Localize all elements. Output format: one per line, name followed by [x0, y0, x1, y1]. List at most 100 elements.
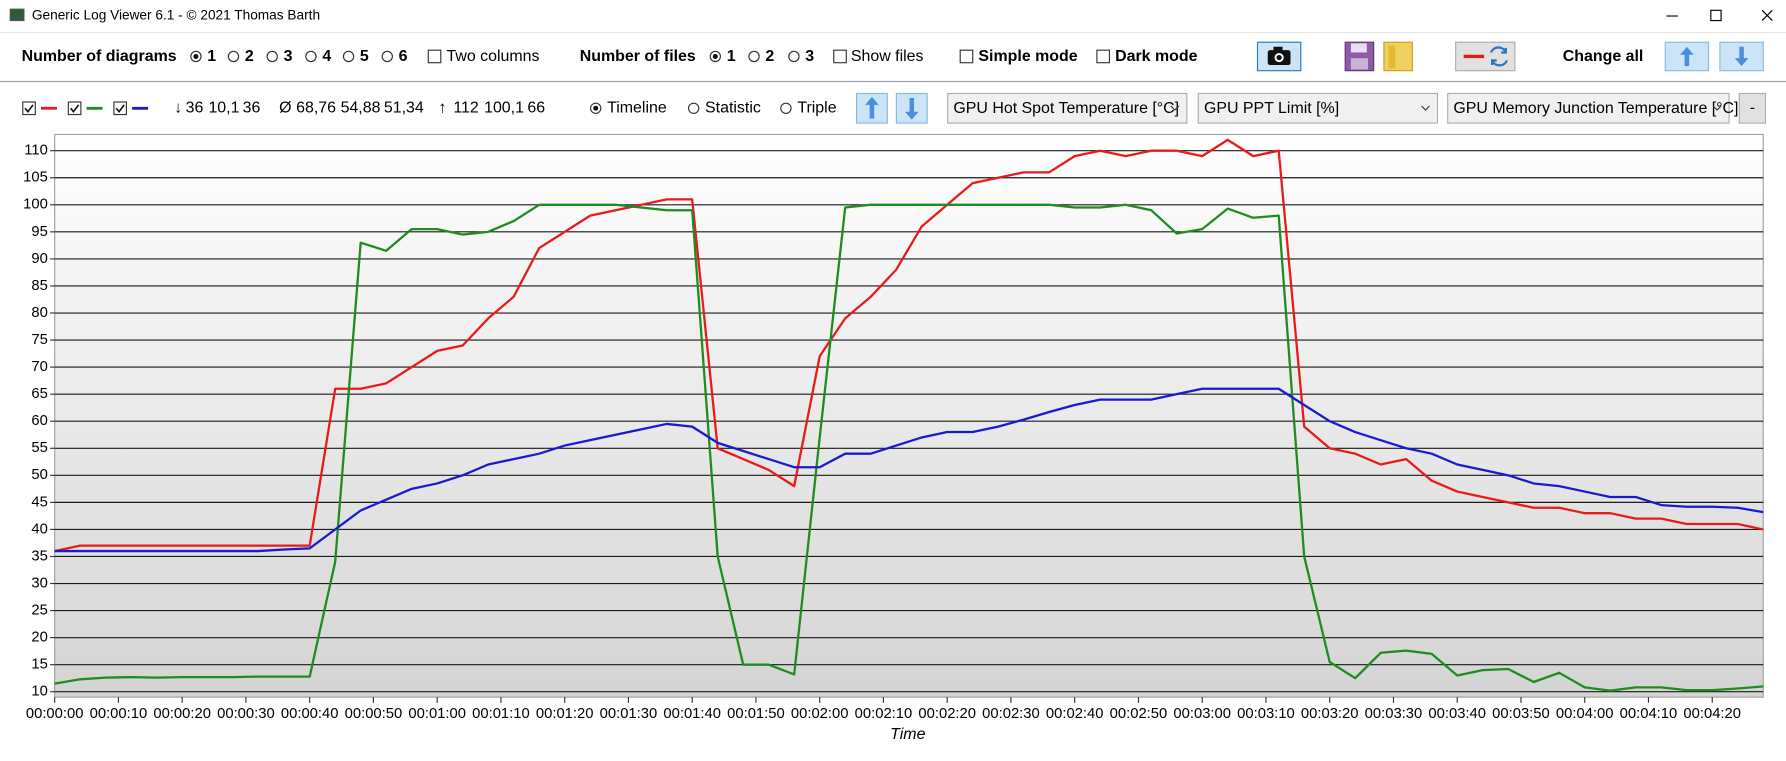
file-count-radio[interactable] — [788, 50, 800, 63]
open-folder-button[interactable] — [1383, 41, 1413, 72]
y-tick-label: 45 — [31, 494, 47, 510]
diagram-count-radio[interactable] — [305, 50, 317, 63]
x-tick-label: 00:00:40 — [281, 706, 339, 722]
x-tick-label: 00:00:10 — [90, 706, 148, 722]
stat-max: 66 — [527, 99, 545, 116]
stat-avg: 54,88 — [341, 99, 381, 116]
x-tick-label: 00:03:20 — [1301, 706, 1359, 722]
series-check — [24, 104, 34, 113]
stat-min: 10,1 — [208, 99, 239, 116]
close-button[interactable] — [1761, 9, 1773, 21]
dropdown-arrow — [1170, 105, 1180, 111]
series-checkbox[interactable] — [67, 101, 82, 116]
view-radio-dot — [593, 105, 599, 111]
stat-max: 112 — [453, 99, 479, 116]
two-columns-checkbox[interactable] — [427, 49, 442, 64]
x-tick-label: 00:03:50 — [1492, 706, 1550, 722]
show-files-checkbox[interactable] — [833, 49, 847, 64]
y-tick-label: 25 — [31, 602, 47, 618]
y-tick-label: 90 — [31, 251, 47, 267]
dropdown-arrow — [1712, 105, 1722, 111]
diagram-count-label: 2 — [245, 48, 254, 65]
x-tick-label: 00:00:20 — [153, 706, 211, 722]
dark-mode-checkbox[interactable] — [1096, 49, 1110, 64]
simple-mode-checkbox[interactable] — [959, 49, 974, 64]
series-checkbox[interactable] — [22, 101, 36, 116]
plot-area — [54, 133, 1764, 698]
simple-mode-label: Simple mode — [978, 48, 1077, 65]
view-label: Timeline — [607, 99, 667, 116]
save-button[interactable] — [1344, 41, 1375, 72]
two-columns-label: Two columns — [447, 48, 540, 65]
diagrams-label: Number of diagrams — [22, 48, 177, 65]
stat-max: 100,1 — [484, 99, 524, 116]
series-checkbox[interactable] — [113, 101, 128, 116]
x-tick-label: 00:01:40 — [663, 706, 721, 722]
screenshot-button[interactable] — [1256, 41, 1302, 72]
x-tick-label: 00:04:10 — [1620, 706, 1678, 722]
series-dropdown-label: GPU Memory Junction Temperature [°C] — [1453, 100, 1738, 117]
stat-min: 36 — [243, 99, 261, 116]
diagram-count-radio[interactable] — [266, 50, 278, 63]
series-dropdown[interactable] — [947, 92, 1188, 124]
y-tick-label: 10 — [31, 684, 47, 700]
file-count-radio[interactable] — [748, 50, 760, 63]
remove-diagram-label: - — [1750, 99, 1755, 116]
y-tick-label: 110 — [24, 143, 48, 159]
stat-min: 36 — [186, 99, 204, 116]
x-axis-label: Time — [890, 726, 925, 743]
y-tick-label: 75 — [31, 332, 47, 348]
diagram-count-radio-dot — [193, 53, 199, 59]
move-up-button[interactable] — [855, 92, 888, 124]
x-tick-label: 00:04:00 — [1556, 706, 1614, 722]
app-icon — [9, 8, 25, 22]
x-tick-label: 00:02:20 — [918, 706, 976, 722]
x-tick-label: 00:00:50 — [345, 706, 403, 722]
swap-colors-button[interactable] — [1455, 41, 1516, 72]
title-bar — [0, 0, 1786, 32]
x-tick-label: 00:02:40 — [1046, 706, 1104, 722]
maximize-button[interactable] — [1710, 9, 1722, 22]
min-symbol: ↓ — [174, 99, 182, 116]
move-down-button[interactable] — [895, 92, 928, 124]
remove-diagram-button[interactable] — [1738, 92, 1767, 124]
view-radio[interactable] — [687, 102, 700, 114]
diagram-count-label: 4 — [322, 48, 331, 65]
y-tick-label: 30 — [31, 575, 47, 591]
y-tick-label: 35 — [31, 548, 47, 564]
y-tick-label: 100 — [23, 197, 48, 213]
x-tick-label: 00:02:30 — [982, 706, 1040, 722]
diagram-count-radio[interactable] — [381, 50, 393, 63]
view-radio[interactable] — [780, 102, 792, 114]
series-dropdown[interactable] — [1197, 92, 1439, 124]
x-tick-label: 00:03:30 — [1365, 706, 1423, 722]
y-tick-label: 65 — [31, 386, 47, 402]
series-dropdown-label: GPU PPT Limit [%] — [1204, 100, 1339, 117]
x-tick-label: 00:03:00 — [1173, 706, 1231, 722]
move-all-down-button[interactable] — [1719, 41, 1764, 72]
x-tick-label: 00:01:20 — [536, 706, 594, 722]
view-label: Triple — [797, 99, 836, 116]
y-tick-label: 20 — [31, 630, 47, 646]
view-label: Statistic — [705, 99, 761, 116]
y-tick-label: 105 — [23, 170, 48, 186]
series-dropdown[interactable] — [1447, 92, 1730, 124]
x-tick-label: 00:00:30 — [217, 706, 275, 722]
files-label: Number of files — [580, 48, 696, 65]
y-tick-label: 15 — [31, 657, 47, 673]
diagram-count-radio[interactable] — [342, 50, 355, 63]
diagram-count-radio[interactable] — [227, 50, 240, 63]
x-tick-label: 00:01:10 — [472, 706, 530, 722]
move-all-up-button[interactable] — [1664, 41, 1710, 72]
y-tick-label: 55 — [31, 440, 47, 456]
x-tick-label: 00:01:50 — [727, 706, 785, 722]
x-tick-label: 00:01:30 — [600, 706, 658, 722]
series-dropdown-label: GPU Hot Spot Temperature [°C] — [953, 100, 1179, 117]
max-symbol: ↑ — [439, 99, 447, 116]
y-tick-label: 80 — [31, 305, 47, 321]
x-tick-label: 00:02:50 — [1110, 706, 1168, 722]
file-count-radio-dot — [712, 53, 718, 59]
x-tick-label: 00:00:00 — [26, 706, 84, 722]
